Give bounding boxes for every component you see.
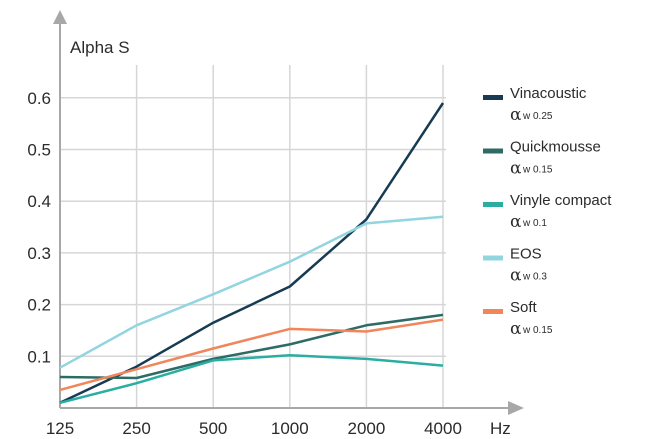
legend-alpha-value: w 0.25: [522, 111, 553, 122]
x-tick-label: 125: [46, 419, 74, 438]
x-tick-label: 4000: [424, 419, 462, 438]
series-line-vinyle-compact: [59, 354, 444, 405]
x-tick-label: 250: [122, 419, 150, 438]
x-tick-label: 1000: [271, 419, 309, 438]
legend-alpha-value: w 0.15: [522, 165, 553, 176]
legend-alpha-symbol: α: [510, 319, 522, 339]
legend-alpha-symbol: α: [510, 105, 522, 125]
legend-swatch: [483, 255, 503, 261]
y-tick-label: 0.4: [27, 192, 51, 211]
legend-item: Vinacoustic α w 0.25: [483, 85, 587, 125]
legend-item: EOS α w 0.3: [483, 246, 547, 286]
legend-item: Vinyle compact α w 0.1: [483, 192, 612, 232]
grid: [60, 65, 446, 408]
legend-label: Vinyle compact: [510, 192, 612, 209]
legend-item: Quickmousse α w 0.15: [483, 139, 601, 179]
legend-swatch: [483, 95, 503, 100]
axes: [53, 10, 524, 415]
y-tick-label: 0.6: [27, 89, 51, 108]
x-tick-label: 2000: [347, 419, 385, 438]
y-tick-label: 0.2: [27, 296, 51, 315]
series-line-eos: [59, 215, 444, 369]
legend-alpha-symbol: α: [510, 159, 522, 179]
legend-alpha-value: w 0.15: [522, 325, 553, 336]
legend-swatch: [483, 309, 503, 314]
legend-item: Soft α w 0.15: [483, 299, 553, 339]
legend-alpha-symbol: α: [510, 266, 522, 286]
y-tick-label: 0.5: [27, 141, 51, 160]
legend-alpha-value: w 0.1: [522, 218, 547, 229]
y-tick-label: 0.3: [27, 244, 51, 263]
y-axis-title: Alpha S: [70, 38, 130, 57]
legend-label: Vinacoustic: [510, 85, 587, 102]
series-lines: [59, 102, 445, 405]
y-axis-arrow: [53, 10, 67, 24]
x-tick-label: 500: [199, 419, 227, 438]
legend-label: Quickmousse: [510, 139, 601, 156]
legend-label: Soft: [510, 299, 538, 316]
x-axis-arrow: [508, 401, 524, 415]
legend-alpha-symbol: α: [510, 212, 522, 232]
legend-alpha-value: w 0.3: [522, 272, 547, 283]
tick-labels: 125 250 500 1000 2000 4000 0.1 0.2 0.3 0.4 0.5 0.6: [27, 89, 462, 438]
series-line-quickmousse: [59, 313, 444, 380]
x-axis-title: Hz: [490, 419, 511, 438]
legend-swatch: [483, 202, 503, 207]
legend-label: EOS: [510, 246, 542, 263]
series-line-soft: [59, 318, 444, 392]
legend-swatch: [483, 148, 503, 154]
y-tick-label: 0.1: [27, 347, 51, 366]
